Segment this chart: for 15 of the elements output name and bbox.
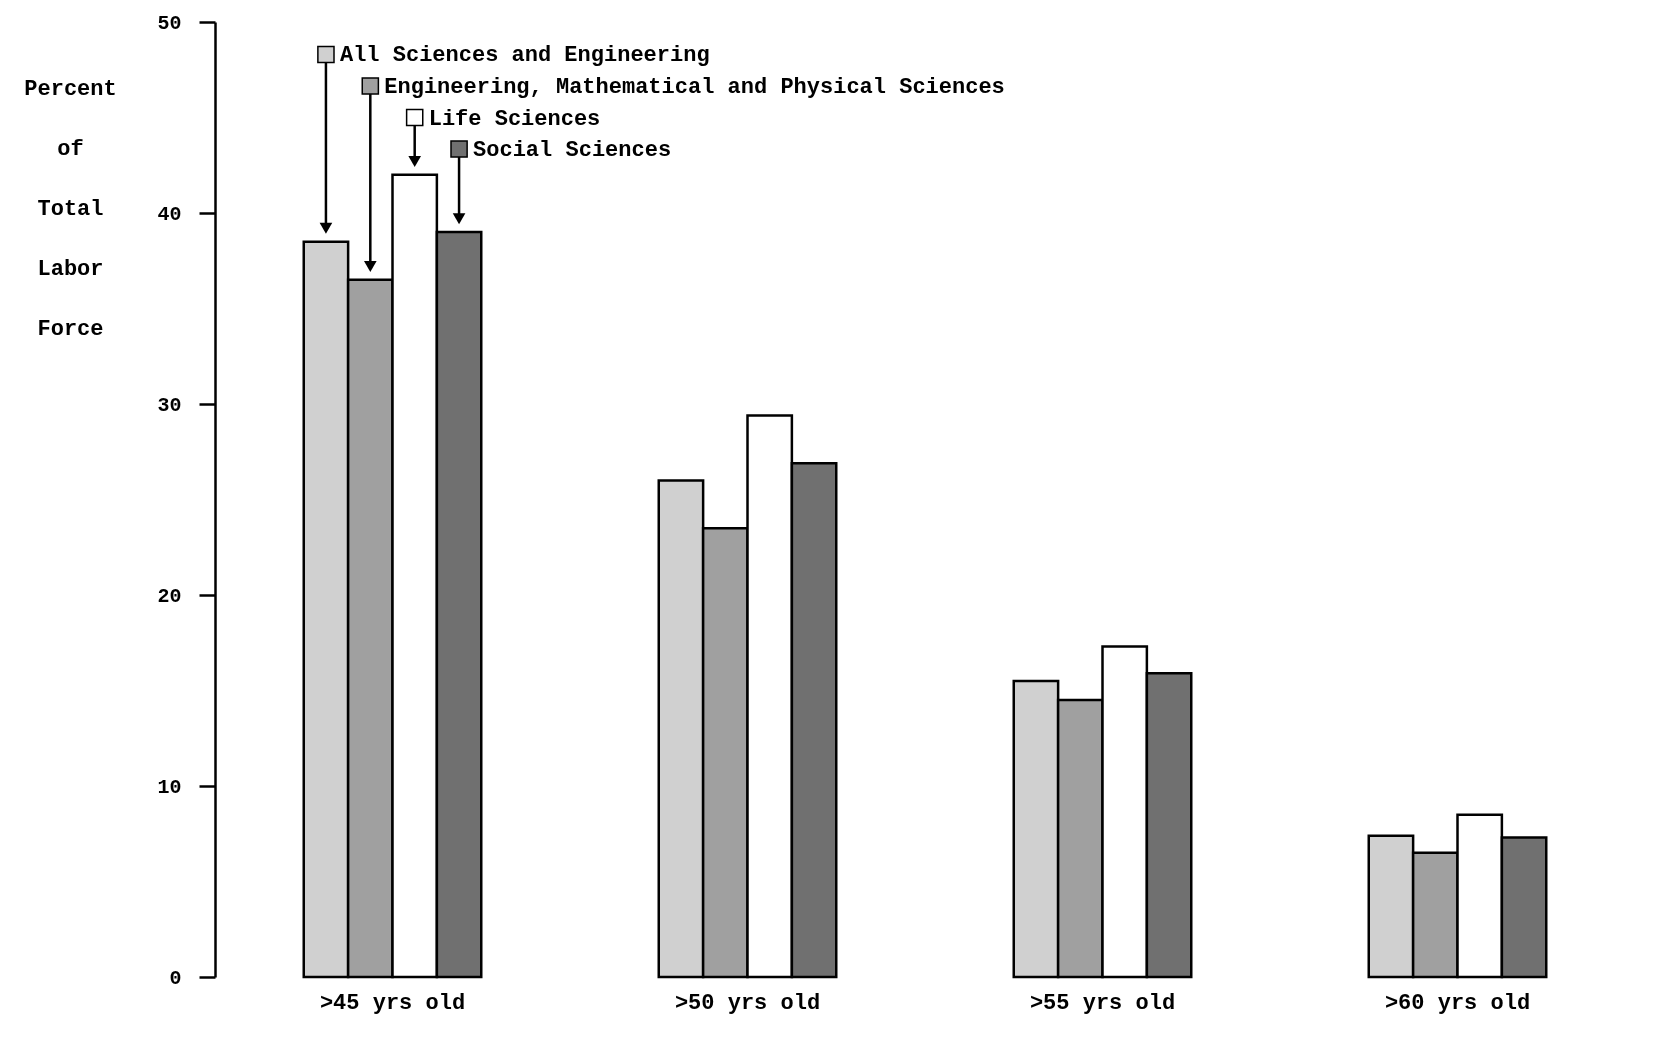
y-tick-label: 40 bbox=[157, 202, 182, 226]
x-tick-label: >55 yrs old bbox=[1029, 990, 1176, 1016]
legend-label: All Sciences and Engineering bbox=[339, 43, 710, 69]
y-tick-label: 20 bbox=[157, 584, 182, 608]
y-tick-label: 0 bbox=[169, 966, 182, 990]
x-tick-label: >45 yrs old bbox=[319, 990, 466, 1016]
x-tick-label: >60 yrs old bbox=[1384, 990, 1531, 1016]
y-tick-label: 50 bbox=[157, 11, 182, 35]
text: Percent of Total Labor Force bbox=[24, 76, 117, 342]
y-tick-label: 10 bbox=[157, 775, 182, 799]
x-tick-label: >50 yrs old bbox=[674, 990, 821, 1016]
legend-label: Engineering, Mathematical and Physical Sciences bbox=[384, 74, 1005, 100]
y-tick-label: 30 bbox=[157, 393, 182, 417]
legend-label: Social Sciences bbox=[473, 138, 672, 164]
legend-label: Life Sciences bbox=[428, 106, 601, 132]
